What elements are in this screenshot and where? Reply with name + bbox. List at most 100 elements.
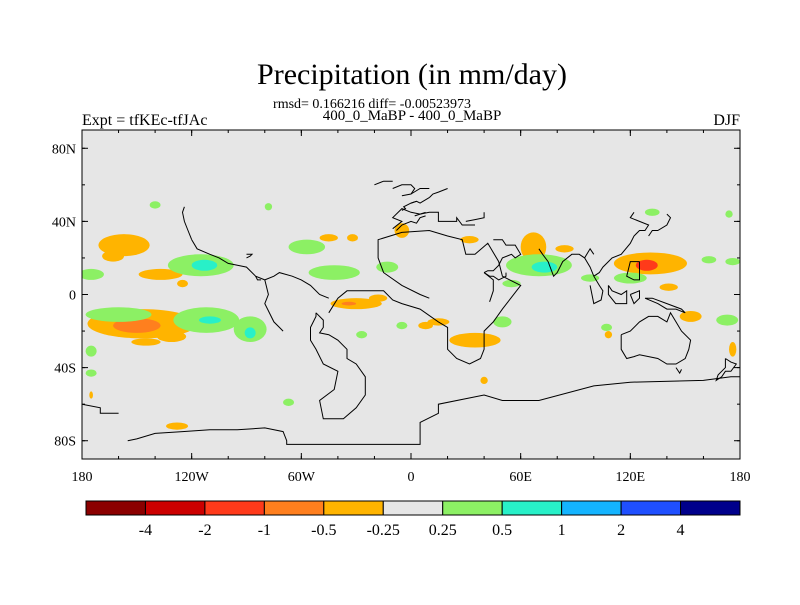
anomaly-region (264, 203, 273, 211)
y-tick-label: 80S (54, 435, 76, 450)
anomaly-region (138, 268, 183, 280)
anomaly-region (460, 236, 479, 244)
x-tick-label: 120E (616, 470, 646, 485)
anomaly-region (131, 338, 161, 346)
colorbar-swatch (561, 500, 622, 516)
colorbar-label: -1 (258, 522, 271, 539)
coastline (414, 211, 426, 217)
colorbar-swatch (442, 500, 503, 516)
y-tick-label: 0 (69, 289, 76, 304)
anomaly-region (659, 283, 678, 291)
colorbar-swatch (620, 500, 682, 516)
colorbar-label: -2 (198, 522, 211, 539)
coastline (675, 367, 682, 375)
coastline (644, 297, 686, 314)
chart-subtitle: 400_0_MaBP - 400_0_MaBP (323, 108, 502, 124)
anomaly-region (604, 331, 613, 339)
x-tick-label: 120W (175, 470, 210, 485)
anomaly-region (191, 259, 218, 271)
coastlines (82, 180, 740, 445)
coastline (264, 279, 284, 332)
plot-background (82, 130, 740, 459)
colorbar-swatch (323, 500, 384, 516)
anomaly-region (98, 234, 150, 257)
anomaly-region (85, 369, 97, 377)
coastline (374, 180, 393, 186)
coastline (264, 272, 329, 299)
anomaly-region (149, 201, 161, 209)
x-tick-label: 180 (730, 470, 751, 485)
anomaly-region (555, 245, 574, 253)
anomaly-region (85, 307, 152, 322)
coastline (465, 212, 485, 222)
coastline (246, 253, 254, 259)
coastline (82, 403, 119, 414)
anomaly-region (288, 239, 326, 255)
anomaly-region (341, 301, 357, 306)
y-axis: 80N 40N 0 40S 80S (52, 142, 740, 450)
anomaly-region (283, 398, 295, 406)
stats-line: rmsd= 0.166216 diff= -0.00523973 (273, 97, 471, 112)
left-label: Expt = tfKEc-tfJAc (82, 112, 207, 129)
colorbar-swatch (144, 500, 206, 516)
anomaly-field (82, 201, 740, 430)
x-tick-label: 180 (72, 470, 93, 485)
coastline (310, 312, 366, 420)
chart-title: Precipitation (in mm/day) (257, 58, 567, 91)
anomaly-region (156, 331, 187, 343)
coastline (648, 213, 672, 237)
coastline (127, 376, 740, 445)
anomaly-region (89, 391, 93, 399)
anomaly-region (635, 259, 658, 271)
coastline (538, 248, 604, 305)
x-axis: 180 120W 60W 0 60E 120E 180 (72, 130, 751, 485)
anomaly-region (396, 321, 408, 330)
colorbar-label: 0.5 (492, 522, 512, 539)
coastline (392, 184, 416, 197)
coastline (483, 239, 522, 274)
colorbar-label: 2 (617, 522, 625, 539)
coastline (483, 272, 494, 302)
anomaly-region (308, 265, 360, 280)
anomaly-region (113, 318, 161, 333)
y-tick-label: 40N (52, 215, 76, 230)
colorbar-label: -0.5 (311, 522, 336, 539)
coastline (629, 290, 640, 305)
anomaly-region (716, 314, 739, 326)
x-tick-label: 0 (408, 470, 415, 485)
colorbar-label: 4 (677, 522, 685, 539)
colorbar-swatch (263, 500, 325, 516)
anomaly-region (356, 331, 368, 339)
colorbar-swatch (382, 500, 444, 516)
coastline (410, 188, 430, 195)
anomaly-region (520, 232, 547, 262)
coastline (396, 215, 426, 231)
anomaly-region (725, 210, 733, 218)
colorbar-label: 1 (558, 522, 566, 539)
colorbar-label: -0.25 (367, 522, 400, 539)
coastline (255, 275, 262, 281)
anomaly-region (580, 274, 600, 282)
coastline (584, 247, 595, 259)
anomaly-region (237, 327, 245, 335)
colorbar-label: 0.25 (429, 522, 457, 539)
coastline (191, 239, 265, 281)
anomaly-region (729, 342, 737, 357)
anomaly-region (177, 279, 189, 288)
coastline (410, 197, 430, 204)
colorbar-swatch (85, 500, 146, 516)
anomaly-region (601, 323, 613, 332)
colorbar: -4 -2 -1 -0.5 -0.25 0.25 0.5 1 2 4 (85, 500, 741, 539)
anomaly-region (198, 316, 221, 324)
anomaly-region (85, 345, 97, 357)
coastline (181, 206, 193, 240)
colorbar-swatch (501, 500, 563, 516)
coastline (593, 212, 650, 277)
coastline (328, 229, 522, 365)
anomaly-region (679, 310, 702, 322)
anomaly-region (347, 234, 358, 242)
right-label: DJF (713, 112, 740, 129)
anomaly-region (102, 250, 125, 262)
